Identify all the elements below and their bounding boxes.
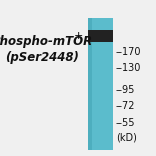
Text: --130: --130 (116, 63, 141, 73)
Text: --55: --55 (116, 118, 136, 128)
Bar (88, 30, 113, 42)
Text: +: + (74, 31, 83, 41)
Text: (pSer2448): (pSer2448) (5, 51, 79, 63)
Text: --95: --95 (116, 85, 135, 95)
Text: --170: --170 (116, 47, 141, 57)
Text: --72: --72 (116, 101, 136, 111)
Text: (kD): (kD) (116, 133, 137, 143)
Text: Phospho-mTOR: Phospho-mTOR (0, 36, 93, 49)
Bar (88, 18, 113, 150)
Bar (88, 18, 92, 150)
